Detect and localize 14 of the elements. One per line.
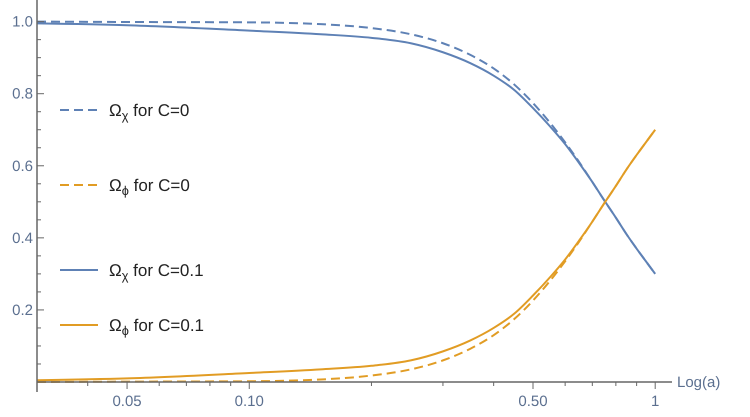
y-tick-label: 1.0 (12, 14, 33, 31)
y-tick-label: 0.2 (12, 302, 33, 319)
y-tick-label: 0.6 (12, 158, 33, 175)
x-tick-label: 0.05 (112, 393, 142, 410)
x-tick-label: 0.10 (234, 393, 264, 410)
legend-label: Ω$_{ϕ}$ for C=0 (109, 176, 190, 198)
legend-label: Ω$_{ϕ}$ for C=0.1 (109, 316, 204, 338)
x-tick-label: 1 (651, 393, 660, 410)
legend-label: Ω$_{χ}$ for C=0 (109, 101, 190, 123)
x-axis-title: Log(a) (677, 374, 720, 391)
legend-label: Ω$_{χ}$ for C=0.1 (109, 261, 204, 283)
y-tick-label: 0.4 (12, 230, 33, 247)
x-tick-label: 0.50 (518, 393, 548, 410)
y-tick-label: 0.8 (12, 86, 33, 103)
